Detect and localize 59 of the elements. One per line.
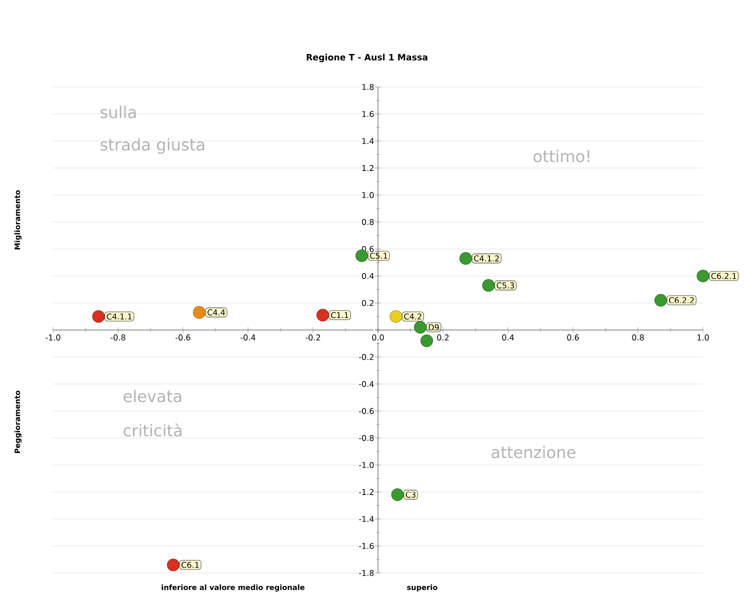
annotation: C1.1 — [331, 312, 348, 318]
chart-title: Regione T - Ausl 1 Massa — [306, 54, 428, 62]
point — [654, 294, 668, 307]
point — [166, 558, 180, 572]
annotation: attenzione — [492, 446, 576, 458]
x-tick-label: -0.8 — [110, 334, 126, 340]
point — [390, 310, 402, 323]
x-tick-label: 0.2 — [437, 334, 449, 340]
annotation: C4.1.2 — [474, 255, 499, 262]
y-tick-label: 1.6 — [362, 110, 374, 118]
annotation: C3 — [406, 492, 416, 498]
y-tick-label: 0.8 — [362, 218, 374, 226]
x-tick-label: 0.6 — [567, 334, 579, 340]
y-tick-label: 1.0 — [362, 192, 374, 198]
annotation: C4.2 — [404, 313, 422, 320]
x-tick-label: -0.2 — [306, 334, 320, 340]
annotation: criticità — [124, 423, 182, 437]
x-tick-label: -0.4 — [240, 334, 256, 340]
y-tick-label: 1.4 — [362, 138, 374, 144]
annotation: C6.2.1 — [711, 272, 736, 280]
annotation: elevata — [124, 390, 182, 402]
annotation: strada giusta — [100, 138, 204, 154]
point — [316, 308, 330, 322]
y-tick-label: -0.2 — [359, 354, 374, 360]
y-tick-label: -1.2 — [359, 489, 374, 495]
annotation: C6.1 — [182, 562, 199, 568]
y-tick-label: -0.4 — [359, 380, 374, 388]
y-tick-label: 0.4 — [362, 272, 374, 280]
point — [420, 334, 434, 348]
annotation: C5.1 — [370, 252, 388, 259]
y-tick-label: -1.4 — [359, 516, 374, 522]
annotation: C4.4 — [208, 309, 225, 316]
point — [414, 321, 427, 334]
annotation: C5.3 — [496, 282, 514, 288]
point — [459, 252, 472, 265]
y-tick-label: -0.8 — [359, 434, 374, 442]
point — [696, 270, 710, 282]
point — [192, 306, 206, 319]
point — [482, 279, 495, 292]
x-tick-label: -0.6 — [176, 334, 190, 340]
x-tick-label: 1.0 — [698, 334, 709, 340]
annotation: C6.2.2 — [669, 297, 694, 304]
annotation: sulla — [100, 106, 136, 118]
y-tick-label: 1.2 — [362, 165, 374, 171]
annotation: C4.1.1 — [106, 313, 132, 320]
y-tick-label: 0.2 — [362, 300, 374, 306]
y-tick-label: -1.8 — [359, 570, 374, 576]
y-tick-label: 1.8 — [362, 84, 374, 90]
x-tick-label: 0.0 — [372, 334, 384, 340]
y-tick-label: -1.6 — [359, 542, 374, 549]
annotation: ottimo! — [534, 150, 590, 162]
point — [391, 488, 404, 501]
y-tick-label: -1.0 — [359, 462, 374, 468]
point — [92, 310, 105, 323]
annotation: D9 — [428, 324, 439, 330]
x-tick-label: -1.0 — [46, 334, 60, 340]
x-tick-label: 0.4 — [502, 334, 514, 340]
y-tick-label: -0.6 — [359, 408, 374, 414]
x-tick-label: 0.8 — [632, 334, 644, 340]
